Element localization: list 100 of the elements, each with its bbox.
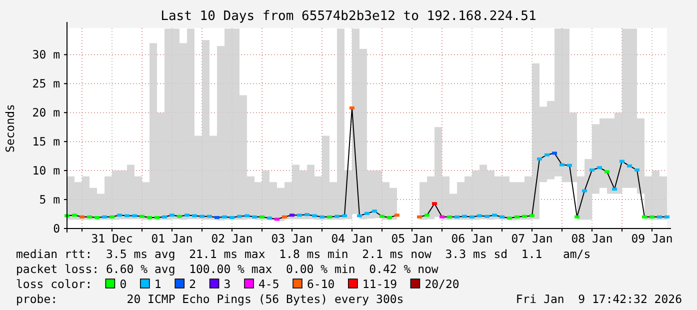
point [260,215,264,218]
point [507,216,512,220]
point [477,214,482,218]
point [387,216,392,219]
point [514,215,520,218]
point [207,214,212,218]
point [72,214,77,217]
point [634,168,640,172]
point [87,215,92,218]
point [282,215,287,218]
x-tick-label: 05 Jan [391,232,433,246]
legend-label: 11-19 [362,277,398,291]
point [590,168,594,172]
point [132,214,137,218]
x-tick-label: 06 Jan [451,232,493,246]
point [582,189,587,192]
point [394,214,400,217]
point [462,214,467,218]
point [522,214,527,218]
point [627,164,632,168]
point [140,214,144,218]
legend-title: loss color: [16,277,92,291]
point [147,216,152,219]
point [327,215,332,218]
point [560,163,564,166]
y-axis-title: Seconds [3,104,17,152]
point [604,170,610,174]
point [177,214,182,218]
point [252,215,257,218]
legend-label: 0 [120,277,127,291]
point [620,160,624,163]
point [364,212,370,215]
point [274,218,280,221]
chart-title: Last 10 Days from 65574b2b3e12 to 192.168.224.51 [160,9,536,24]
point [544,153,550,156]
point [484,214,490,218]
point [380,214,384,218]
text: Fri Jan 9 17:42:32 2026 [516,292,682,306]
point [162,215,167,218]
point [492,214,497,217]
point [372,210,377,213]
legend-label: 20/20 [424,277,460,291]
point [552,152,557,155]
point [440,215,444,218]
y-tick-label: 15 m [32,134,60,149]
point [297,214,302,217]
y-tick-label: 25 m [32,76,60,91]
point [334,214,340,218]
point [597,166,602,170]
point [312,214,317,218]
point [530,214,534,218]
point [342,214,347,218]
y-tick-label: 20 m [32,106,60,120]
y-tick-label: 5 m [39,192,60,207]
point [154,216,160,219]
point [574,215,580,218]
point [214,216,220,219]
x-tick-label: 03 Jan [271,232,313,246]
point [664,215,670,218]
point [612,188,617,191]
point [350,106,354,110]
text: probe: 20 ICMP Echo Pings (56 Bytes) every 300s [16,292,404,306]
point [230,216,234,219]
legend-label: 1 [154,277,162,291]
point [192,214,197,218]
legend-label: 6-10 [307,277,335,291]
x-tick-label: 04 Jan [331,232,373,246]
point [124,214,130,218]
text: packet loss: 6.60 % avg 100.00 % max 0.00 % min 0.42 % now [16,262,438,276]
text: median rtt: 3.5 ms avg 21.1 ms max 1.8 ms min 2.1 ms now 3.3 ms sd 1.1 am/s [16,247,591,261]
y-tick-label: 0 [53,222,60,236]
legend-label: 4-5 [258,277,280,291]
point [424,214,430,217]
point [650,215,654,218]
legend-label: 2 [189,277,196,291]
point [102,215,107,218]
point [642,215,647,218]
point [357,214,362,218]
point [454,215,460,218]
point [170,214,174,217]
point [537,157,542,160]
point [290,214,294,217]
y-tick-label: 30 m [32,48,60,62]
point [237,214,242,218]
point [110,215,114,218]
x-tick-label: 01 Jan [151,232,193,246]
x-tick-label: 08 Jan [571,232,613,246]
point [244,214,250,218]
y-tick-label: 10 m [32,164,60,178]
x-tick-label: 09 Jan [631,232,673,246]
point [200,214,204,218]
point [304,213,310,216]
point [184,214,190,217]
x-tick-label: 07 Jan [511,232,553,246]
point [80,215,84,218]
point [567,164,572,167]
point [117,214,122,217]
point [447,215,452,218]
point [417,215,422,218]
x-tick-label: 02 Jan [211,232,253,246]
